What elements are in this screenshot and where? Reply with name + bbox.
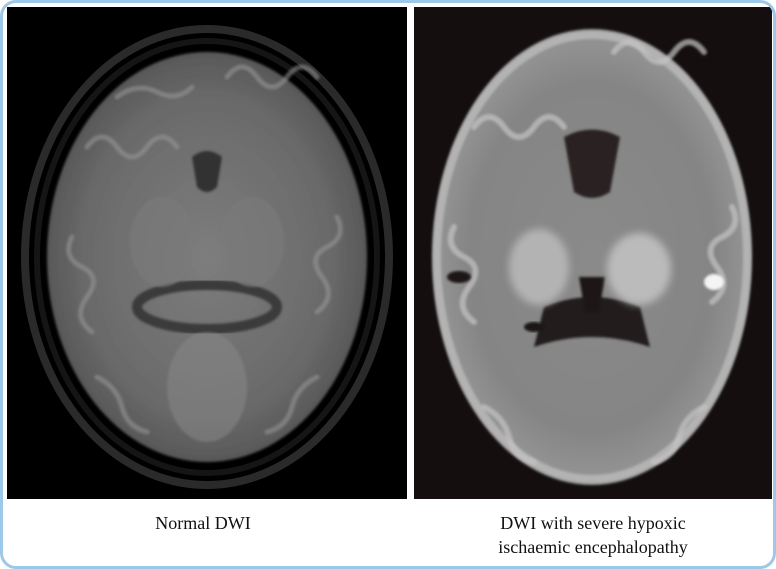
- caption-line: DWI with severe hypoxic: [500, 513, 686, 533]
- hie-dwi-image: [414, 7, 772, 499]
- hie-dwi-caption: DWI with severe hypoxic ischaemic enceph…: [433, 511, 753, 559]
- normal-dwi-image: [7, 7, 407, 499]
- normal-dwi-caption: Normal DWI: [43, 511, 363, 535]
- panel-divider: [407, 7, 414, 499]
- caption-line: Normal DWI: [155, 513, 251, 533]
- caption-line: ischaemic encephalopathy: [498, 537, 688, 557]
